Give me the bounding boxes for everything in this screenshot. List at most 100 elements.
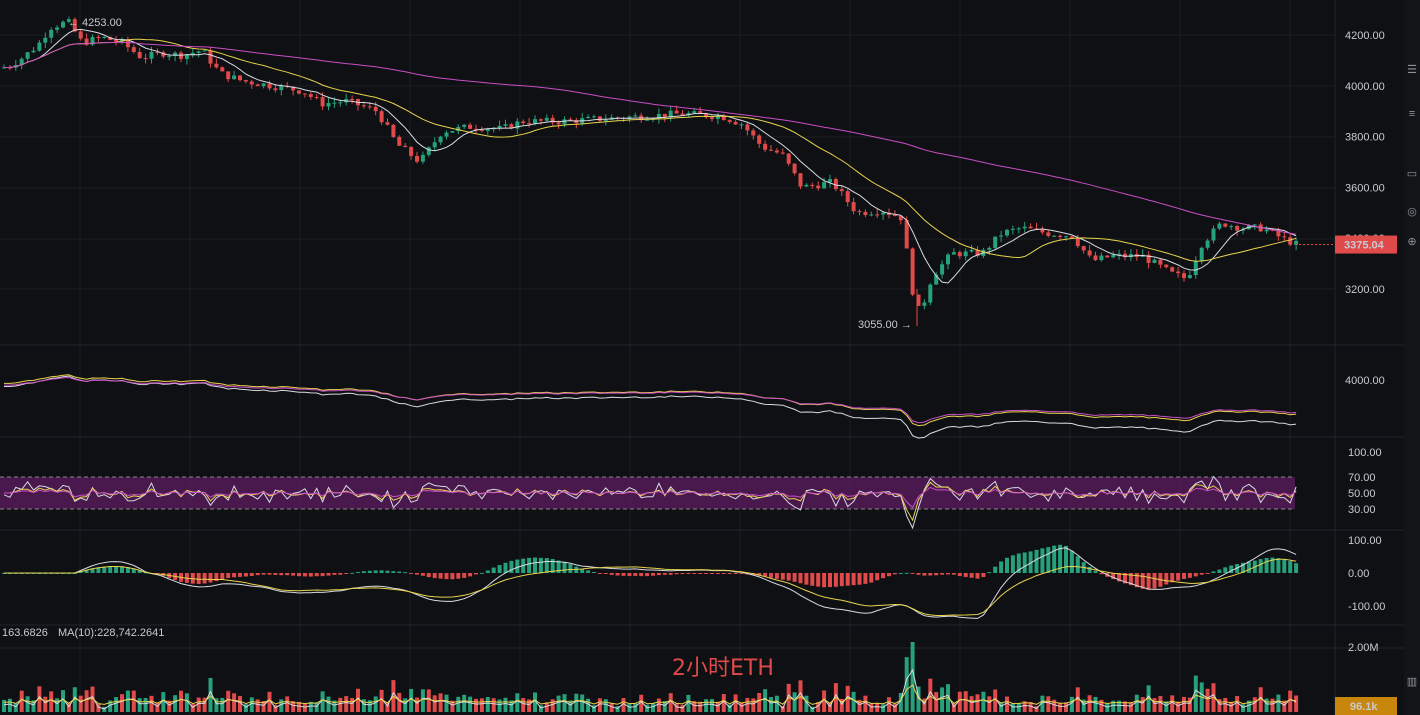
volume-bar [839, 698, 844, 712]
macd-bar [120, 566, 124, 573]
volume-bar [184, 693, 189, 712]
volume-bar [149, 695, 154, 712]
volume-bar [957, 691, 962, 712]
macd-bar [538, 557, 543, 573]
volume-bar [432, 695, 437, 712]
candle-body [143, 58, 148, 60]
volume-bar [916, 686, 921, 712]
volume-bar [173, 695, 178, 712]
candle-body [238, 75, 242, 81]
volume-bar [96, 704, 101, 712]
macd-bar [798, 573, 803, 584]
macd-bar [1128, 573, 1133, 586]
candle-body [1046, 232, 1051, 236]
candle-body [1164, 264, 1169, 268]
macd-bar [344, 573, 349, 574]
candle-body [291, 86, 296, 91]
candle-body [1182, 273, 1186, 279]
candle-body [1217, 223, 1222, 229]
volume-bar [1246, 700, 1251, 712]
volume-bar [55, 698, 60, 712]
macd-bar [409, 573, 414, 574]
macd-bar [828, 573, 832, 588]
volume-bar [1229, 701, 1234, 712]
volume-bar [615, 706, 620, 712]
macd-bar [1241, 562, 1245, 573]
macd-bar [385, 570, 390, 573]
candle-body [273, 88, 278, 91]
candle-body [828, 179, 832, 183]
volume-bar [243, 704, 248, 712]
macd-bar [586, 570, 591, 573]
volume-bar [72, 687, 77, 712]
candle-body [426, 147, 431, 155]
add-icon[interactable]: ⊕ [1407, 236, 1417, 248]
candle-body [863, 211, 868, 216]
macd-bar [415, 573, 419, 575]
volume-bar [373, 696, 378, 712]
macd-bar [456, 573, 461, 579]
panel-icon[interactable]: ▭ [1406, 168, 1418, 180]
macd-bar [963, 573, 968, 577]
candle-body [450, 131, 455, 133]
volume-bar [1193, 675, 1198, 712]
macd-bar [450, 573, 455, 580]
candle-body [1064, 236, 1068, 238]
volume-bar [857, 699, 862, 712]
candle-body [751, 130, 756, 136]
candle-body [179, 52, 183, 59]
macd-bar [757, 573, 762, 576]
candle-body [397, 136, 402, 146]
volume-bar [851, 691, 856, 712]
volume-bar [179, 690, 183, 712]
candle-body [267, 83, 272, 89]
candle-body [586, 116, 591, 119]
macd-bar [568, 563, 573, 573]
macd-bar [202, 573, 207, 584]
candle-body [739, 124, 744, 126]
volume-bar [120, 694, 124, 712]
candle-body [627, 116, 632, 119]
candle-body [1282, 236, 1287, 238]
macd-bar [733, 573, 738, 574]
candle-body [715, 115, 720, 120]
volume-bar [763, 689, 768, 712]
volume-bar [49, 691, 54, 712]
settings-icon[interactable]: ▥ [1406, 676, 1418, 688]
volume-bar [1282, 700, 1287, 712]
macd-bar [114, 566, 119, 573]
macd-bar [403, 572, 408, 574]
candle-body [43, 37, 48, 43]
volume-bar [1217, 699, 1222, 712]
candle-body [686, 113, 691, 116]
candle-body [55, 27, 60, 30]
macd-bar [249, 573, 254, 576]
candle-body [202, 50, 207, 52]
candle-body [922, 302, 927, 306]
candle-body [66, 19, 71, 22]
macd-bar [704, 573, 709, 574]
macd-bar [946, 573, 950, 575]
volume-bar [1052, 699, 1057, 712]
candle-body [810, 184, 815, 186]
candle-body [361, 105, 366, 107]
volume-bar [562, 694, 567, 712]
price-tick: 4000.00 [1345, 81, 1385, 93]
menu-icon[interactable]: ☰ [1407, 64, 1417, 76]
macd-bar [1064, 545, 1068, 573]
volume-bar [721, 694, 726, 712]
panel2-line-white [4, 375, 1297, 439]
candle-body [845, 191, 850, 203]
target-icon[interactable]: ◎ [1407, 206, 1417, 218]
volume-bar [869, 703, 874, 712]
macd-bar [715, 573, 720, 574]
macd-bar [1229, 565, 1234, 573]
candle-body [833, 179, 838, 190]
candle-body [1117, 253, 1122, 255]
list-icon[interactable]: ≡ [1408, 108, 1416, 120]
macd-bar [1052, 545, 1057, 573]
volume-bar [910, 642, 915, 712]
candle-body [1288, 237, 1293, 245]
volume-bar [1276, 694, 1281, 712]
